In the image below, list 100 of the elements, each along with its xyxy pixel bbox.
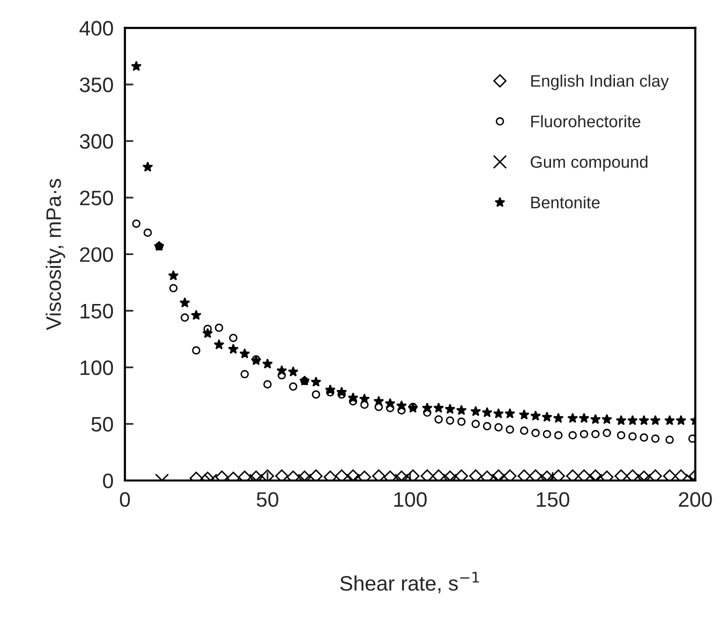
point bbox=[240, 370, 249, 378]
point bbox=[348, 392, 358, 403]
point bbox=[229, 334, 238, 342]
point bbox=[650, 414, 661, 426]
point bbox=[665, 436, 674, 444]
point bbox=[169, 284, 178, 292]
point bbox=[531, 428, 540, 438]
point bbox=[276, 365, 288, 376]
point bbox=[648, 469, 662, 480]
point bbox=[482, 422, 492, 430]
point bbox=[578, 412, 590, 423]
point bbox=[664, 414, 675, 426]
point bbox=[180, 313, 189, 322]
point bbox=[192, 346, 200, 355]
point bbox=[627, 414, 638, 426]
point bbox=[433, 402, 444, 413]
point bbox=[663, 469, 676, 480]
point bbox=[420, 469, 434, 480]
point bbox=[503, 469, 516, 480]
point bbox=[552, 469, 565, 480]
point bbox=[288, 366, 298, 377]
y-tick-label: 50 bbox=[91, 416, 113, 432]
point bbox=[472, 420, 480, 428]
legend-label: Gum compound bbox=[530, 156, 648, 172]
point bbox=[202, 328, 213, 338]
point bbox=[309, 469, 323, 480]
y-tick-label: 250 bbox=[80, 190, 113, 206]
point bbox=[566, 469, 580, 480]
point bbox=[457, 417, 466, 426]
point bbox=[275, 469, 288, 480]
point bbox=[214, 339, 224, 350]
point bbox=[504, 408, 516, 418]
point bbox=[580, 430, 588, 438]
point bbox=[554, 431, 563, 440]
point bbox=[528, 469, 542, 480]
y-tick-label: 200 bbox=[80, 247, 113, 262]
point bbox=[567, 412, 578, 423]
point bbox=[239, 348, 250, 358]
point bbox=[520, 426, 528, 435]
point bbox=[179, 297, 190, 308]
point bbox=[493, 408, 504, 418]
y-tick-label: 400 bbox=[80, 20, 113, 36]
point bbox=[640, 433, 648, 442]
point bbox=[262, 358, 273, 369]
point bbox=[577, 469, 591, 480]
point bbox=[132, 219, 140, 228]
point bbox=[228, 344, 239, 354]
point bbox=[214, 324, 224, 332]
point bbox=[602, 414, 612, 424]
legend-label: Fluorohectorite bbox=[531, 115, 640, 128]
point bbox=[446, 416, 454, 425]
point bbox=[386, 404, 394, 412]
point bbox=[494, 423, 503, 432]
point bbox=[144, 228, 152, 237]
point bbox=[492, 469, 506, 480]
point bbox=[482, 407, 492, 418]
point bbox=[456, 404, 467, 415]
point bbox=[591, 430, 600, 438]
point bbox=[142, 162, 154, 172]
x-tick-label: 100 bbox=[394, 492, 427, 507]
point bbox=[312, 390, 320, 399]
point bbox=[190, 310, 202, 320]
point bbox=[602, 428, 612, 438]
point bbox=[335, 469, 348, 480]
point bbox=[168, 270, 179, 280]
point bbox=[260, 469, 274, 480]
point bbox=[423, 408, 432, 417]
x-tick-label: 50 bbox=[256, 492, 278, 507]
y-tick-label: 300 bbox=[80, 134, 113, 149]
point bbox=[422, 402, 433, 413]
point bbox=[444, 404, 456, 414]
point bbox=[360, 400, 369, 409]
point bbox=[628, 432, 637, 441]
point bbox=[651, 434, 660, 443]
point bbox=[373, 396, 384, 406]
point bbox=[553, 412, 564, 423]
y-tick-label: 350 bbox=[80, 77, 113, 92]
y-tick-label: 0 bbox=[103, 474, 113, 488]
point bbox=[588, 469, 602, 480]
y-tick-label: 150 bbox=[80, 304, 113, 319]
point bbox=[336, 386, 347, 397]
point bbox=[626, 469, 640, 480]
point bbox=[568, 431, 577, 440]
point bbox=[432, 469, 446, 480]
x-axis-title: Shear rate, s$^{−1}$ bbox=[340, 572, 479, 594]
legend-label: Bentonite bbox=[531, 196, 600, 208]
x-tick-label: 200 bbox=[678, 492, 712, 507]
point bbox=[359, 393, 370, 404]
point bbox=[470, 406, 482, 416]
y-axis-title: Viscosity, mPa·s bbox=[46, 178, 66, 330]
point bbox=[518, 409, 530, 420]
point bbox=[688, 434, 696, 443]
point bbox=[506, 425, 514, 434]
point bbox=[454, 469, 468, 480]
x-tick-label: 150 bbox=[536, 492, 570, 507]
point bbox=[289, 382, 298, 391]
point bbox=[324, 384, 336, 395]
point bbox=[674, 469, 688, 480]
point bbox=[469, 469, 482, 480]
point bbox=[396, 400, 407, 410]
